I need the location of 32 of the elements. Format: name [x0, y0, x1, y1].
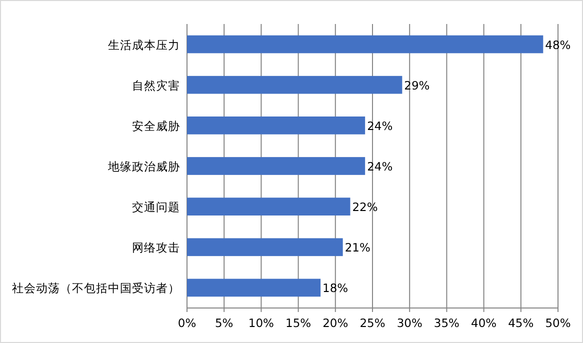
- data-label: 21%: [344, 240, 370, 255]
- y-tick-label: 网络攻击: [132, 240, 180, 255]
- x-tick-label: 10%: [248, 316, 274, 330]
- y-tick-label: 自然灾害: [132, 78, 180, 92]
- data-label: 24%: [367, 118, 393, 133]
- x-tick-label: 45%: [508, 316, 534, 330]
- bar: [187, 116, 366, 134]
- x-tick-label: 5%: [214, 316, 234, 330]
- y-tick-label: 生活成本压力: [108, 38, 180, 52]
- x-tick-label: 40%: [471, 316, 497, 330]
- y-tick-label: 地缘政治威胁: [107, 160, 180, 174]
- x-tick-label: 0%: [178, 316, 196, 330]
- x-tick-label: 35%: [434, 316, 460, 330]
- bar: [187, 157, 366, 175]
- x-tick-label: 15%: [286, 316, 312, 330]
- bar: [187, 198, 350, 216]
- y-tick-label: 安全威胁: [132, 118, 180, 133]
- data-label: 48%: [545, 38, 571, 52]
- bar: [187, 35, 544, 54]
- y-tick-label: 社会动荡（不包括中国受访者）: [12, 281, 180, 296]
- x-tick-label: 30%: [396, 316, 422, 330]
- y-tick-label: 交通问题: [132, 200, 180, 214]
- data-label: 22%: [352, 200, 378, 214]
- x-tick-label: 50%: [545, 316, 571, 330]
- data-label: 29%: [404, 78, 430, 92]
- bar: [187, 278, 321, 297]
- x-tick-label: 25%: [360, 316, 386, 330]
- x-tick-label: 20%: [322, 316, 348, 330]
- data-label: 18%: [322, 281, 348, 296]
- data-label: 24%: [367, 160, 393, 174]
- bar: [187, 238, 343, 256]
- bar: [187, 76, 402, 94]
